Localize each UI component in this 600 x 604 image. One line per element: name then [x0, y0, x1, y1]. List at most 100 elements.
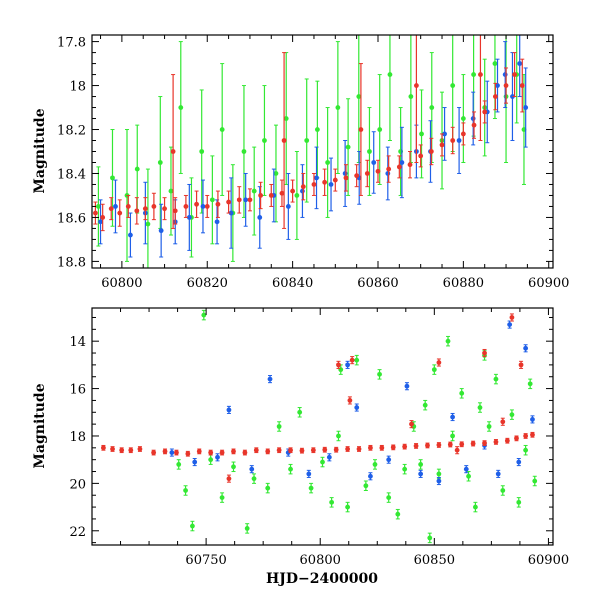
data-point	[385, 171, 391, 176]
data-point	[386, 166, 392, 172]
data-point	[311, 182, 317, 187]
x-tick-label: 60750	[185, 553, 226, 568]
data-point	[226, 476, 232, 482]
data-point	[300, 188, 305, 194]
data-point	[368, 473, 373, 479]
data-point	[314, 175, 319, 181]
data-point	[98, 219, 103, 225]
data-point	[219, 127, 225, 132]
data-point	[502, 72, 508, 77]
data-point	[273, 171, 279, 176]
data-point	[306, 471, 312, 477]
data-point	[347, 398, 353, 403]
data-point	[288, 447, 293, 453]
data-point	[288, 466, 293, 472]
data-point	[214, 219, 220, 225]
x-tick-label: 60860	[357, 276, 398, 291]
data-point	[276, 424, 282, 429]
data-point	[128, 232, 133, 238]
data-point	[386, 495, 392, 500]
data-point	[390, 444, 396, 450]
data-point	[379, 445, 385, 451]
y-tick-label: 18.4	[57, 167, 86, 182]
data-point	[456, 138, 462, 143]
data-point	[151, 450, 157, 455]
data-point	[279, 190, 285, 196]
data-point	[375, 168, 381, 174]
data-point	[450, 433, 455, 439]
data-point	[354, 357, 360, 363]
data-point	[325, 160, 331, 165]
data-point	[512, 72, 517, 77]
data-point	[518, 362, 524, 368]
data-point	[117, 210, 123, 216]
data-point	[267, 376, 273, 382]
data-point	[510, 94, 515, 99]
data-point	[201, 312, 207, 318]
x-tick-label: 60800	[101, 276, 142, 291]
data-point	[509, 315, 515, 320]
data-point	[371, 160, 377, 165]
data-point	[110, 446, 115, 452]
data-point	[268, 193, 274, 198]
top-panel: 60800 60820 60840 60860 60880 60900 17.8 18 18.2…	[57, 34, 569, 291]
data-point	[192, 459, 198, 465]
x-tick-label: 60900	[528, 553, 569, 568]
data-point	[199, 149, 205, 154]
data-point	[326, 454, 332, 460]
data-point	[265, 448, 271, 454]
data-point	[329, 499, 335, 505]
data-point	[342, 171, 348, 176]
data-point	[349, 357, 355, 363]
data-point	[336, 362, 341, 368]
data-point	[500, 488, 506, 493]
data-point	[297, 409, 303, 415]
data-point	[471, 122, 477, 128]
data-point	[504, 438, 510, 444]
x-tick-label: 60880	[443, 276, 484, 291]
data-point	[463, 466, 469, 472]
data-point	[244, 526, 250, 531]
y-tick-label: 22	[69, 525, 86, 540]
data-point	[407, 162, 413, 168]
data-point	[442, 131, 447, 137]
data-point	[486, 424, 492, 429]
data-point	[402, 466, 408, 472]
data-point	[322, 447, 328, 453]
data-point	[356, 446, 362, 452]
x-tick-label: 60900	[528, 276, 569, 291]
data-point	[196, 448, 202, 454]
data-point	[523, 447, 529, 453]
data-point	[447, 442, 453, 447]
data-point	[113, 204, 118, 209]
data-point	[243, 197, 249, 203]
data-point	[395, 511, 401, 517]
data-point	[470, 441, 476, 446]
data-point	[145, 221, 151, 227]
data-point	[478, 72, 483, 77]
data-point	[428, 149, 434, 154]
data-point	[162, 206, 167, 212]
series-2	[101, 313, 535, 483]
data-point	[422, 402, 428, 408]
data-point	[429, 105, 435, 110]
data-point	[226, 407, 232, 413]
data-point	[460, 131, 466, 137]
data-point	[299, 448, 305, 454]
data-point	[523, 345, 529, 351]
data-point	[308, 485, 314, 491]
data-point	[345, 504, 351, 510]
data-point	[228, 210, 234, 216]
data-point	[247, 197, 253, 203]
y-tick-label: 18	[69, 430, 86, 445]
data-point	[276, 447, 282, 453]
data-point	[190, 523, 195, 529]
y-tick-label: 18.6	[57, 211, 86, 226]
bottom-xlabel: HJD−2400000	[266, 571, 378, 587]
data-point	[477, 405, 483, 410]
data-point	[409, 421, 414, 427]
data-point	[418, 471, 424, 477]
data-point	[402, 444, 408, 450]
